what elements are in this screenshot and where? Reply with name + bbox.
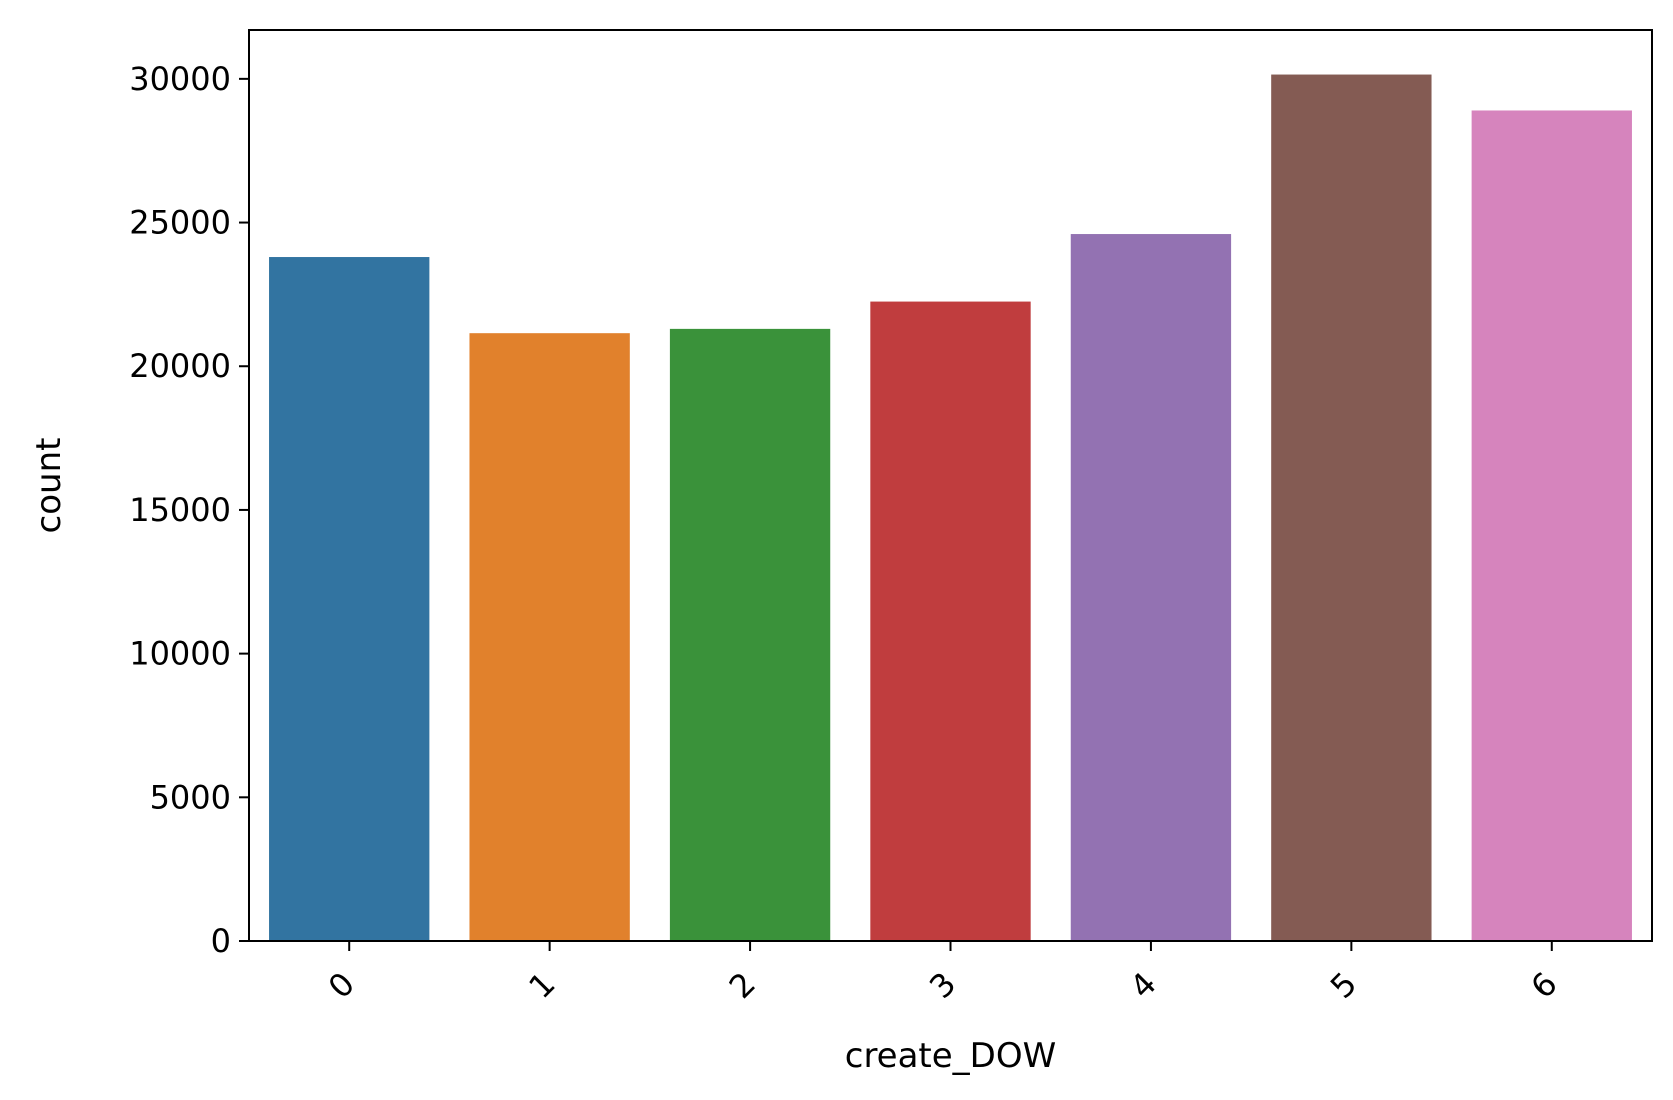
y-axis-label: count [29,438,69,534]
x-axis-ticks: 0 1 2 3 4 5 6 [321,941,1565,1006]
x-tick-label: 1 [521,965,562,1006]
y-tick-label: 20000 [129,347,231,385]
x-axis-label: create_DOW [845,1036,1057,1076]
x-tick-label: 3 [922,965,963,1006]
bar-2 [669,328,831,942]
plot-frame [248,29,1653,942]
bars-group [269,74,1632,942]
x-tick-label: 4 [1123,965,1164,1006]
bar-3 [870,301,1031,942]
y-axis-ticks: 0 5000 10000 15000 20000 25000 30000 [129,60,249,960]
bar-0 [269,257,430,941]
bar-4 [1070,234,1232,941]
y-tick-label: 25000 [129,204,231,242]
y-tick-label: 0 [211,922,231,960]
y-tick-label: 30000 [129,60,231,98]
x-tick-label: 2 [722,965,763,1006]
y-tick-label: 15000 [129,491,231,529]
x-tick-label: 5 [1323,965,1364,1006]
y-tick-label: 5000 [150,778,231,816]
y-tick-label: 10000 [129,635,231,673]
bar-6 [1471,110,1632,942]
x-tick-label: 6 [1523,965,1564,1006]
bar-5 [1271,74,1432,941]
x-tick-label: 0 [321,965,362,1006]
bar-1 [469,333,630,941]
